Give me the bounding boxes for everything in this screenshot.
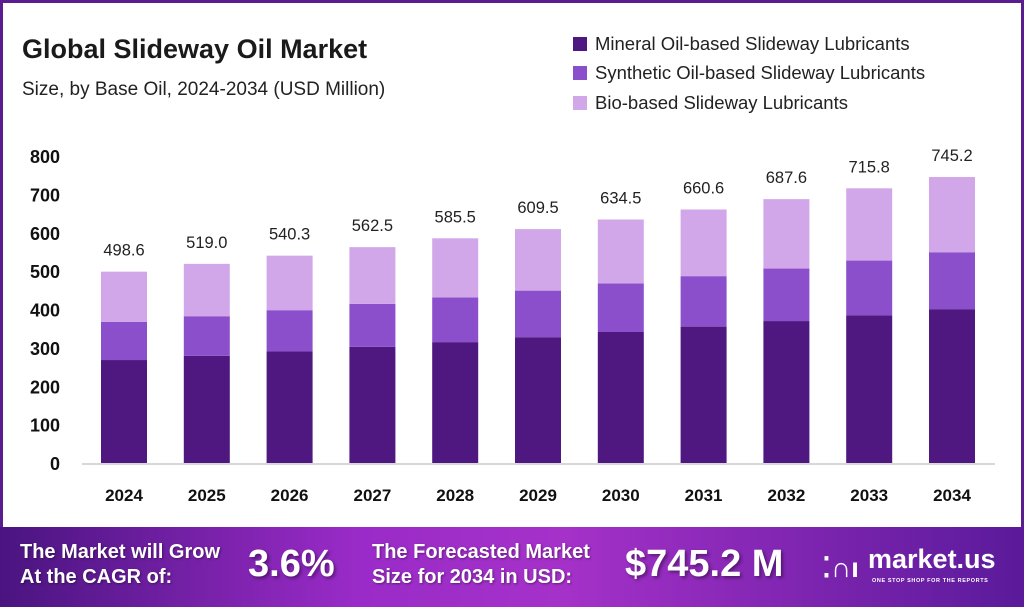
y-tick-label: 200	[30, 377, 60, 397]
y-tick-label: 100	[30, 416, 60, 436]
y-tick-label: 800	[30, 147, 60, 167]
x-tick-label: 2032	[767, 486, 805, 505]
bar-segment-synthetic	[763, 268, 810, 322]
bar-segment-bio	[101, 271, 147, 322]
forecast-label-line2: Size for 2034 in USD:	[372, 566, 573, 588]
legend-swatch	[573, 36, 587, 51]
bar-segment-mineral	[680, 326, 727, 463]
bar-segment-mineral	[515, 337, 561, 463]
summary-banner: The Market will Grow At the CAGR of: 3.6%…	[0, 527, 1024, 607]
legend-label: Mineral Oil-based Slideway Lubricants	[595, 32, 910, 54]
logo-text: market.us	[868, 544, 996, 574]
bar-total-label: 540.3	[269, 226, 310, 244]
x-tick-label: 2027	[353, 486, 391, 505]
bar-segment-bio	[846, 188, 893, 261]
bar-segment-synthetic	[101, 321, 147, 361]
bar-total-label: 585.5	[435, 208, 476, 226]
chart-title: Global Slideway Oil Market	[22, 34, 368, 64]
legend-item-mineral: Mineral Oil-based Slideway Lubricants	[573, 29, 925, 59]
bar-segment-mineral	[183, 355, 230, 463]
legend: Mineral Oil-based Slideway Lubricants Sy…	[573, 29, 925, 118]
bar-segment-synthetic	[515, 290, 561, 338]
bar-total-label: 519.0	[186, 234, 227, 252]
stacked-bar-chart: 0 100 200 300 400 500 600 700 800 498.6 2024 519.0 2…	[30, 147, 995, 505]
bar-segment-bio	[597, 219, 644, 284]
legend-swatch	[573, 66, 587, 81]
bar-segment-bio	[515, 229, 561, 291]
forecast-label: The Forecasted Market Size for 2034 in US…	[372, 540, 590, 590]
legend-swatch	[573, 95, 587, 110]
bar-segment-bio	[432, 238, 479, 298]
cagr-label-line1: The Market will Grow	[20, 541, 221, 563]
x-tick-label: 2029	[519, 486, 557, 505]
bar-segment-synthetic	[929, 252, 975, 310]
x-tick-label: 2026	[271, 486, 309, 505]
y-tick-label: 600	[30, 224, 60, 244]
bar-segment-mineral	[432, 342, 479, 463]
x-tick-label: 2024	[105, 486, 143, 505]
bar-total-label: 609.5	[517, 199, 558, 217]
x-tick-label: 2030	[602, 486, 640, 505]
forecast-value: $745.2 M	[625, 543, 784, 585]
bar-segment-synthetic	[846, 260, 893, 316]
cagr-label-line2: At the CAGR of:	[20, 566, 173, 588]
legend-label: Bio-based Slideway Lubricants	[595, 91, 848, 113]
bar-total-label: 634.5	[600, 190, 641, 208]
bar-segment-bio	[763, 199, 810, 269]
bar-segment-synthetic	[680, 276, 727, 327]
bar-total-label: 660.6	[683, 179, 724, 197]
bar-segment-mineral	[349, 346, 396, 463]
bar-segment-bio	[349, 247, 396, 304]
x-tick-label: 2033	[850, 486, 888, 505]
bar-segment-mineral	[763, 321, 810, 463]
y-tick-label: 0	[50, 454, 60, 474]
bar-segment-mineral	[929, 309, 975, 463]
y-tick-label: 700	[30, 185, 60, 205]
bar-segment-bio	[929, 177, 975, 253]
bar-total-label: 498.6	[103, 242, 144, 260]
x-tick-label: 2034	[933, 486, 971, 505]
legend-label: Synthetic Oil-based Slideway Lubricants	[595, 62, 926, 84]
bar-segment-bio	[680, 209, 727, 277]
cagr-label: The Market will Grow At the CAGR of:	[20, 540, 220, 590]
x-tick-label: 2031	[685, 486, 723, 505]
x-tick-label: 2028	[436, 486, 474, 505]
bar-segment-mineral	[597, 331, 644, 463]
legend-item-bio: Bio-based Slideway Lubricants	[573, 88, 925, 118]
forecast-label-line1: The Forecasted Market	[372, 541, 590, 563]
market-us-logo-icon: ⁚∩ı	[822, 552, 859, 583]
bar-segment-synthetic	[349, 303, 396, 347]
bar-segment-synthetic	[597, 283, 644, 332]
y-tick-label: 500	[30, 262, 60, 282]
bar-segment-bio	[183, 263, 230, 317]
bottom-margin	[0, 607, 1024, 615]
bar-segment-bio	[266, 255, 313, 311]
bar-segment-synthetic	[266, 310, 313, 352]
bar-segment-mineral	[266, 351, 313, 463]
bar-segment-synthetic	[432, 297, 479, 343]
x-tick-label: 2025	[188, 486, 226, 505]
logo-tagline: ONE STOP SHOP FOR THE REPORTS	[872, 578, 989, 584]
cagr-value: 3.6%	[248, 543, 335, 585]
legend-item-synthetic: Synthetic Oil-based Slideway Lubricants	[573, 59, 925, 89]
bar-segment-mineral	[846, 315, 893, 463]
chart-subtitle: Size, by Base Oil, 2024-2034 (USD Millio…	[22, 79, 386, 100]
bar-total-label: 715.8	[849, 158, 890, 176]
bar-total-label: 745.2	[931, 147, 972, 165]
bar-total-label: 687.6	[766, 169, 807, 187]
bar-total-label: 562.5	[352, 217, 393, 235]
bar-segment-mineral	[101, 360, 147, 463]
bar-segment-synthetic	[183, 316, 230, 356]
y-tick-label: 300	[30, 339, 60, 359]
y-tick-label: 400	[30, 301, 60, 321]
